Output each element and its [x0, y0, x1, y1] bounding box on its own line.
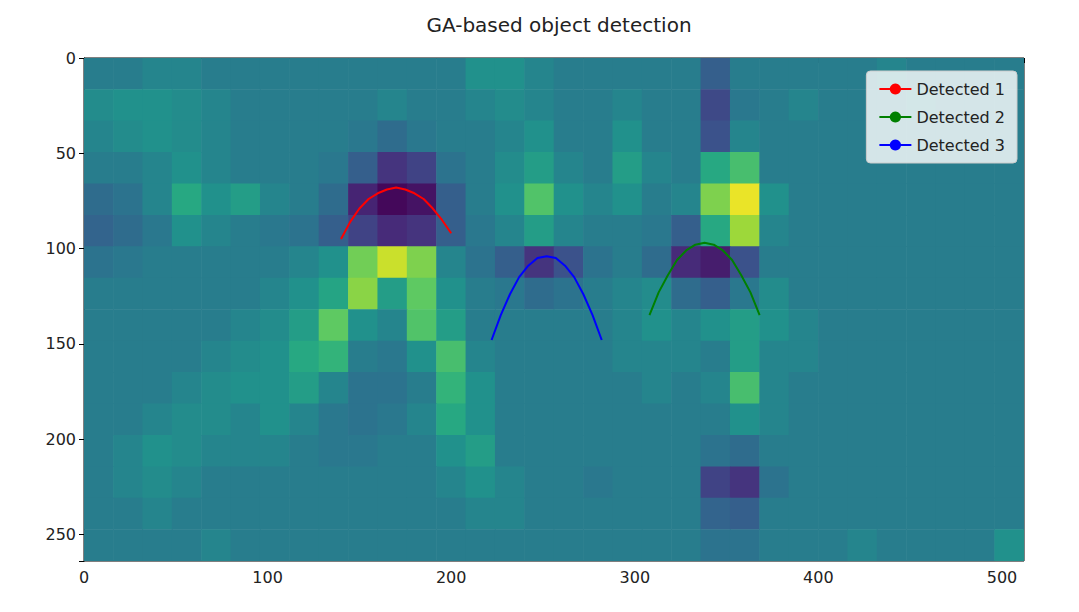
svg-text:500: 500 [987, 568, 1018, 587]
svg-text:400: 400 [803, 568, 834, 587]
svg-text:100: 100 [45, 239, 76, 258]
svg-text:100: 100 [252, 568, 283, 587]
svg-text:Detected 1: Detected 1 [916, 80, 1005, 99]
svg-text:250: 250 [45, 525, 76, 544]
svg-text:300: 300 [620, 568, 651, 587]
svg-text:Detected 3: Detected 3 [916, 136, 1005, 155]
svg-text:Detected 2: Detected 2 [916, 108, 1005, 127]
svg-text:50: 50 [56, 144, 76, 163]
svg-text:0: 0 [66, 49, 76, 68]
svg-text:0: 0 [79, 568, 89, 587]
svg-text:GA-based object detection: GA-based object detection [426, 13, 691, 37]
svg-text:200: 200 [436, 568, 467, 587]
svg-text:200: 200 [45, 430, 76, 449]
svg-text:150: 150 [45, 334, 76, 353]
